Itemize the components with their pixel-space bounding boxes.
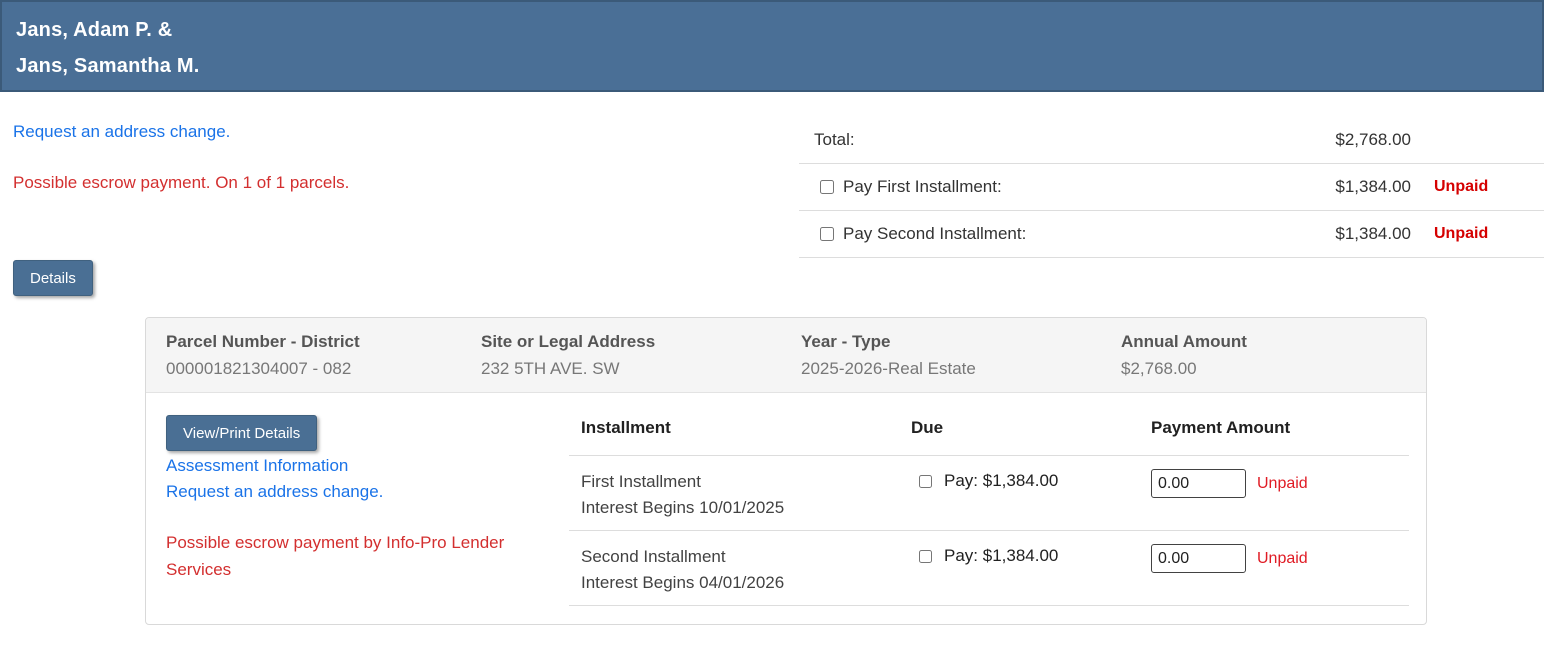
- first-installment-payment-input[interactable]: [1151, 469, 1246, 498]
- annual-amount-cell: Annual Amount $2,768.00: [1121, 328, 1426, 382]
- pay-second-installment-label: Pay Second Installment:: [843, 224, 1027, 243]
- site-address-header: Site or Legal Address: [481, 332, 656, 351]
- taxpayer-name-line2: Jans, Samantha M.: [16, 55, 200, 77]
- installment-table: Installment Due Payment Amount First Ins…: [569, 393, 1409, 606]
- first-installment-pay-label: Pay: $1,384.00: [944, 471, 1059, 490]
- first-installment-pay-checkbox[interactable]: [919, 474, 932, 488]
- first-installment-row: First Installment Interest Begins 10/01/…: [569, 456, 1409, 531]
- address-change-link[interactable]: Request an address change.: [13, 122, 231, 141]
- top-row: Request an address change. Possible escr…: [13, 92, 1544, 258]
- site-address-cell: Site or Legal Address 232 5TH AVE. SW: [481, 328, 801, 382]
- due-column-header: Due: [911, 418, 944, 437]
- assessment-information-link[interactable]: Assessment Information: [166, 456, 349, 475]
- parcel-links: Assessment Information Request an addres…: [166, 453, 569, 505]
- installment-table-header: Installment Due Payment Amount: [569, 393, 1409, 456]
- account-links: Request an address change. Possible escr…: [13, 92, 799, 258]
- summary-first-installment-row: Pay First Installment: $1,384.00 Unpaid: [799, 164, 1544, 211]
- parcel-address-change-link[interactable]: Request an address change.: [166, 482, 384, 501]
- first-installment-status-badge: Unpaid: [1434, 178, 1489, 195]
- second-installment-name: Second Installment: [581, 547, 726, 566]
- second-installment-unpaid-label: Unpaid: [1257, 549, 1308, 567]
- second-installment-interest-note: Interest Begins 04/01/2026: [581, 573, 785, 592]
- payment-amount-column-header: Payment Amount: [1151, 418, 1291, 437]
- first-installment-name: First Installment: [581, 472, 701, 491]
- summary-second-installment-row: Pay Second Installment: $1,384.00 Unpaid: [799, 211, 1544, 258]
- first-installment-unpaid-label: Unpaid: [1257, 474, 1308, 492]
- first-installment-payment-cell: Unpaid: [1151, 469, 1409, 498]
- main-content: Request an address change. Possible escr…: [0, 92, 1544, 625]
- installment-column-header: Installment: [581, 418, 671, 437]
- escrow-alert-text: Possible escrow payment. On 1 of 1 parce…: [13, 173, 350, 192]
- taxpayer-name-line1: Jans, Adam P. &: [16, 19, 173, 41]
- second-installment-due-cell: Pay: $1,384.00: [911, 544, 1151, 566]
- year-type-header: Year - Type: [801, 332, 891, 351]
- pay-first-installment-label: Pay First Installment:: [843, 177, 1002, 196]
- taxpayer-header-bar: Jans, Adam P. & Jans, Samantha M.: [0, 0, 1544, 92]
- second-installment-name-cell: Second Installment Interest Begins 04/01…: [569, 544, 911, 596]
- payment-summary-table: Total: $2,768.00 Pay First Installment: …: [799, 117, 1544, 258]
- second-installment-pay-label: Pay: $1,384.00: [944, 546, 1059, 565]
- second-installment-payment-cell: Unpaid: [1151, 544, 1409, 573]
- parcel-number-cell: Parcel Number - District 000001821304007…: [166, 328, 481, 382]
- pay-second-installment-checkbox[interactable]: [820, 227, 834, 241]
- parcel-summary-header: Parcel Number - District 000001821304007…: [146, 318, 1426, 393]
- parcel-escrow-alert-text: Possible escrow payment by Info-Pro Lend…: [166, 533, 505, 579]
- second-installment-payment-input[interactable]: [1151, 544, 1246, 573]
- parcel-number-header: Parcel Number - District: [166, 332, 360, 351]
- first-installment-amount: $1,384.00: [1335, 177, 1411, 196]
- parcel-details-body: View/Print Details Assessment Informatio…: [146, 393, 1426, 624]
- details-button[interactable]: Details: [13, 260, 93, 296]
- site-address-value: 232 5TH AVE. SW: [481, 359, 620, 378]
- total-label: Total:: [814, 130, 855, 149]
- second-installment-amount: $1,384.00: [1335, 224, 1411, 243]
- year-type-cell: Year - Type 2025-2026-Real Estate: [801, 328, 1121, 382]
- parcel-number-value: 000001821304007 - 082: [166, 359, 352, 378]
- view-print-details-button[interactable]: View/Print Details: [166, 415, 318, 451]
- second-installment-row: Second Installment Interest Begins 04/01…: [569, 531, 1409, 606]
- second-installment-pay-checkbox[interactable]: [919, 549, 932, 563]
- second-installment-status-badge: Unpaid: [1434, 225, 1489, 242]
- first-installment-name-cell: First Installment Interest Begins 10/01/…: [569, 469, 911, 521]
- year-type-value: 2025-2026-Real Estate: [801, 359, 976, 378]
- annual-amount-value: $2,768.00: [1121, 359, 1197, 378]
- annual-amount-header: Annual Amount: [1121, 332, 1247, 351]
- total-amount: $2,768.00: [1335, 130, 1411, 149]
- summary-total-row: Total: $2,768.00: [799, 117, 1544, 164]
- first-installment-due-cell: Pay: $1,384.00: [911, 469, 1151, 491]
- parcel-details-panel: Parcel Number - District 000001821304007…: [145, 317, 1427, 625]
- parcel-actions-column: View/Print Details Assessment Informatio…: [146, 393, 569, 606]
- pay-first-installment-checkbox[interactable]: [820, 180, 834, 194]
- first-installment-interest-note: Interest Begins 10/01/2025: [581, 498, 785, 517]
